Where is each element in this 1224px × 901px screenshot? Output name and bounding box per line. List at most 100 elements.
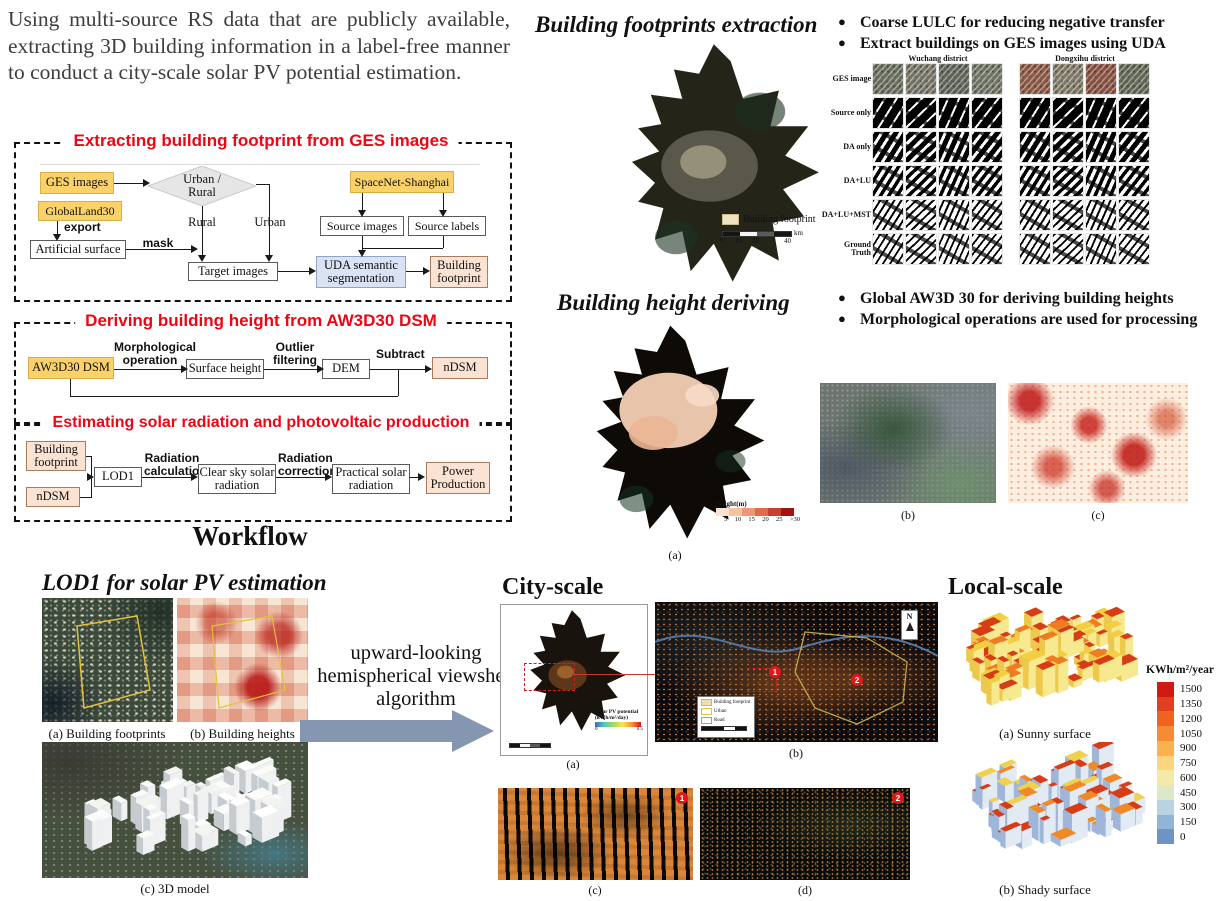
node-ges-images: GES images <box>40 172 114 194</box>
node-aw3d30-dsm: AW3D30 DSM <box>28 357 114 379</box>
flow-line <box>362 236 363 252</box>
flow-arrowhead <box>191 473 198 481</box>
flow-arrowhead <box>358 210 366 217</box>
grid-row-label: DA only <box>843 142 871 151</box>
footprint-outline <box>211 615 286 709</box>
node-source-labels: Source labels <box>408 216 486 236</box>
divider <box>40 164 480 165</box>
city-caption-a: (a) <box>566 757 580 771</box>
footprint-scalebar <box>722 231 792 237</box>
flow-line <box>70 379 71 396</box>
big-right-arrow <box>300 720 452 742</box>
node-clear-sky: Clear sky solar radiation <box>198 464 276 494</box>
flow-line <box>86 456 92 457</box>
height-caption-a: (a) <box>668 548 682 562</box>
pv-legend-title: Solar PV potential <box>595 709 639 715</box>
footprint-bullet-2: Extract buildings on GES images using UD… <box>838 33 1222 54</box>
flow-line <box>406 271 426 272</box>
city-pv-map-b: N 1 2 Building footprint Urban Road <box>655 602 938 742</box>
city-detail-c: 1 <box>498 788 693 880</box>
node-ndsm-2: nDSM <box>26 487 80 507</box>
flow-line <box>57 221 58 237</box>
colorbar-labels: 1500 1350 1200 1050 900 750 600 450 300 150 0 <box>1180 683 1202 843</box>
flow-line <box>114 369 184 370</box>
height-legend-ticks: 5 10 15 20 25 >30 <box>724 516 800 523</box>
height-map: Height(m) 5 10 15 20 25 >30 <box>552 320 807 548</box>
pv-min: 0 <box>595 727 598 733</box>
colorbar <box>1157 682 1174 845</box>
flow-line <box>142 477 194 478</box>
grid-row-label: DA+LU <box>843 176 871 185</box>
detail-marker-2: 2 <box>892 792 904 804</box>
edge-subtract: Subtract <box>376 347 425 361</box>
city-caption-d: (d) <box>798 883 812 897</box>
node-ndsm: nDSM <box>432 357 488 379</box>
city-scale-title: City-scale <box>502 574 604 600</box>
grid-row-label: DA+LU+MST <box>821 210 871 219</box>
height-legend-title: Height(m) <box>716 500 747 508</box>
flow-arrowhead <box>181 365 188 373</box>
node-dem: DEM <box>322 359 370 379</box>
footprint-map-legend: Buliding footprint <box>722 214 816 225</box>
3d-model-buildings <box>84 757 292 855</box>
node-target-images: Target images <box>188 262 278 281</box>
flow-arrowhead <box>87 473 94 481</box>
grid-row-label: GES image <box>832 74 871 83</box>
pv-legend-unit: (kWh/m²/day) <box>595 715 629 722</box>
flow-line <box>80 497 92 498</box>
flow-arrowhead <box>425 365 432 373</box>
node-artificial-surface: Artificial surface <box>30 240 126 259</box>
detail-marker-1: 1 <box>676 792 688 804</box>
local-caption-b: (b) Shady surface <box>999 882 1091 897</box>
city-map-legend: Building footprint Urban Road <box>697 696 755 738</box>
decision-diamond <box>148 166 256 206</box>
flow-arrowhead <box>53 234 61 241</box>
footprint-outline <box>76 615 151 709</box>
city-pv-map-a: Solar PV potential (kWh/m²/day) 0 0.5 <box>500 604 648 756</box>
edge-radiation-correction: Radiation correction <box>278 451 337 478</box>
city-map-shape <box>530 610 626 731</box>
city-b-scalebar <box>701 726 747 731</box>
flow-arrowhead <box>317 365 324 373</box>
scalebar-tick: 40 <box>784 237 791 245</box>
footprint-legend-swatch <box>722 214 739 225</box>
height-heatmap-image <box>1008 383 1188 503</box>
north-arrow-icon <box>905 622 914 631</box>
grid-row-label: Source only <box>830 108 871 117</box>
height-caption-b: (b) <box>901 508 915 522</box>
city-legend-items: Building footprint Urban Road <box>701 699 751 724</box>
flow-line <box>410 477 420 478</box>
grid-row-label: Ground Truth <box>844 240 871 257</box>
node-building-footprint-2: Building footprint <box>26 441 86 471</box>
footprint-legend-label: Buliding footprint <box>743 214 816 225</box>
flow-line <box>256 184 269 185</box>
workflow-caption: Workflow <box>192 521 308 551</box>
node-source-images: Source images <box>320 216 404 236</box>
flow-line <box>443 236 444 248</box>
lod1-section-title: LOD1 for solar PV estimation <box>42 570 327 595</box>
local-caption-a: (a) Sunny surface <box>999 726 1091 741</box>
flow-arrowhead <box>191 245 198 253</box>
intro-text: Using multi-source RS data that are publ… <box>8 7 510 85</box>
flow-arrowhead <box>198 255 206 262</box>
flow-line <box>126 249 194 250</box>
height-legend: Height(m) 5 10 15 20 25 >30 <box>716 500 800 523</box>
edge-export: export <box>64 220 101 234</box>
flow-line <box>269 184 270 256</box>
lod1-caption-b: (b) Building heights <box>190 726 295 741</box>
algorithm-label: upward-looking hemispherical viewshed al… <box>317 642 515 710</box>
lod1-caption-c: (c) 3D model <box>140 881 210 896</box>
zoom-extent-rect-b <box>747 668 777 692</box>
north-arrow: N <box>901 610 918 640</box>
node-building-footprint: Building footprint <box>430 256 488 288</box>
map-marker-1: 1 <box>769 666 781 678</box>
flow-arrowhead <box>358 250 366 257</box>
big-right-arrow-head <box>452 710 494 752</box>
node-power-production: Power Production <box>426 462 490 494</box>
footprint-bullet-1: Coarse LULC for reducing negative transf… <box>838 12 1222 33</box>
node-practical-solar: Practical solar radiation <box>332 464 410 494</box>
city-caption-b: (b) <box>789 746 803 760</box>
city-detail-d: 2 <box>700 788 910 880</box>
flow-line <box>398 370 399 396</box>
flow-arrowhead <box>265 255 273 262</box>
